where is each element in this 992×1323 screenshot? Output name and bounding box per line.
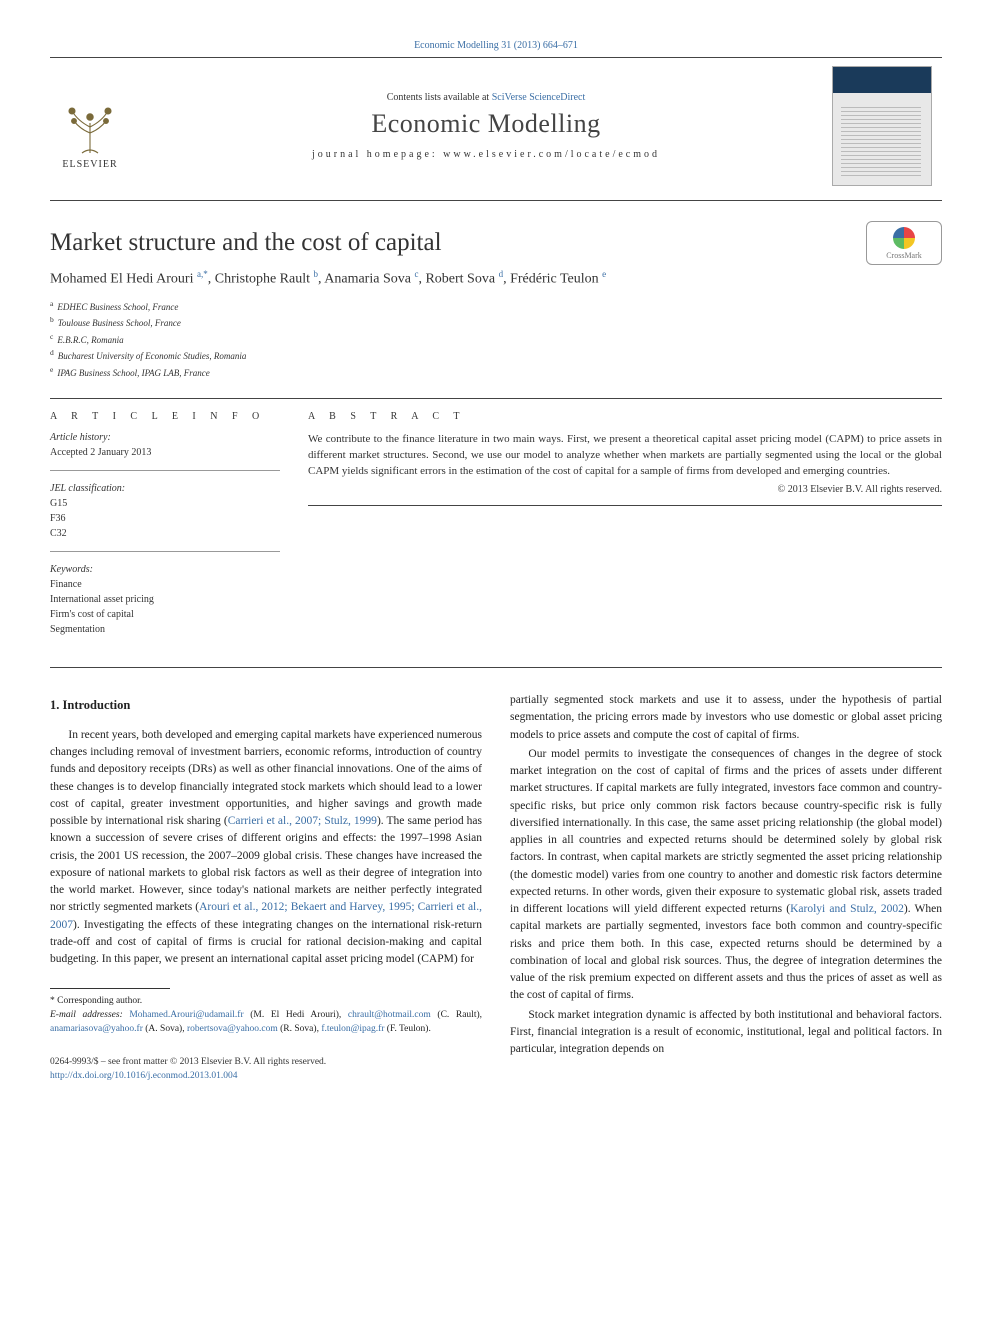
article-title-block: CrossMark Market structure and the cost … — [50, 229, 942, 380]
keyword: Firm's cost of capital — [50, 607, 280, 622]
article-meta: A R T I C L E I N F O Article history: A… — [50, 398, 942, 659]
affiliation-marker: c — [50, 332, 53, 341]
body-paragraph: partially segmented stock markets and us… — [510, 692, 942, 744]
affiliation-line: bToulouse Business School, France — [50, 314, 942, 331]
abstract-column: A B S T R A C T We contribute to the fin… — [308, 411, 942, 659]
affiliation-marker: b — [50, 315, 54, 324]
author-marker: a,* — [197, 269, 208, 279]
affiliations: aEDHEC Business School, FrancebToulouse … — [50, 298, 942, 381]
author-name: Anamaria Sova — [324, 272, 414, 287]
body-text: ). The same period has known a successio… — [50, 815, 482, 913]
jel-heading: JEL classification: — [50, 483, 280, 494]
article-body: 1. Introduction In recent years, both de… — [50, 692, 942, 1083]
affiliation-marker: e — [50, 365, 53, 374]
affiliation-marker: a — [50, 299, 53, 308]
abstract-label: A B S T R A C T — [308, 411, 942, 422]
journal-header: ELSEVIER Contents lists available at Sci… — [50, 57, 942, 201]
affiliation-line: cE.B.R.C, Romania — [50, 331, 942, 348]
body-text: ). When capital markets are partially se… — [510, 903, 942, 1001]
body-paragraph: Our model permits to investigate the con… — [510, 746, 942, 1005]
article-history: Article history: Accepted 2 January 2013 — [50, 432, 280, 471]
jel-code: C32 — [50, 526, 280, 541]
body-paragraph: Stock market integration dynamic is affe… — [510, 1007, 942, 1059]
authors-line: Mohamed El Hedi Arouri a,*, Christophe R… — [50, 269, 942, 288]
keyword: International asset pricing — [50, 592, 280, 607]
crossmark-icon — [893, 227, 915, 249]
abstract-rule — [308, 505, 942, 506]
keywords-heading: Keywords: — [50, 564, 280, 575]
keyword: Segmentation — [50, 622, 280, 637]
keyword: Finance — [50, 577, 280, 592]
contents-prefix: Contents lists available at — [387, 92, 492, 103]
body-paragraph: In recent years, both developed and emer… — [50, 727, 482, 969]
footer-block: 0264-9993/$ – see front matter © 2013 El… — [50, 1055, 482, 1084]
jel-code: F36 — [50, 511, 280, 526]
footnote-rule — [50, 988, 170, 989]
affiliation-line: eIPAG Business School, IPAG LAB, France — [50, 364, 942, 381]
journal-header-center: Contents lists available at SciVerse Sci… — [156, 92, 816, 160]
journal-cover-thumb — [832, 66, 932, 186]
elsevier-tree-icon — [58, 93, 122, 157]
body-text: Our model permits to investigate the con… — [510, 748, 942, 915]
history-heading: Article history: — [50, 432, 280, 443]
crossmark-badge[interactable]: CrossMark — [866, 221, 942, 265]
publisher-name: ELSEVIER — [62, 159, 117, 170]
author-marker: c — [414, 269, 418, 279]
email-addresses: E-mail addresses: Mohamed.Arouri@udamail… — [50, 1009, 482, 1037]
journal-citation-link[interactable]: Economic Modelling 31 (2013) 664–671 — [414, 40, 578, 51]
publisher-logo: ELSEVIER — [50, 82, 130, 170]
front-matter-line: 0264-9993/$ – see front matter © 2013 El… — [50, 1055, 482, 1069]
journal-homepage: journal homepage: www.elsevier.com/locat… — [156, 149, 816, 160]
abstract-text: We contribute to the finance literature … — [308, 432, 942, 480]
history-line: Accepted 2 January 2013 — [50, 445, 280, 460]
contents-lists-line: Contents lists available at SciVerse Sci… — [156, 92, 816, 103]
journal-citation: Economic Modelling 31 (2013) 664–671 — [50, 40, 942, 51]
citation-link[interactable]: Karolyi and Stulz, 2002 — [790, 903, 904, 915]
crossmark-label: CrossMark — [886, 251, 922, 260]
citation-link[interactable]: Carrieri et al., 2007; Stulz, 1999 — [228, 815, 377, 827]
jel-code: G15 — [50, 496, 280, 511]
author-name: Christophe Rault — [215, 272, 314, 287]
article-info-label: A R T I C L E I N F O — [50, 411, 280, 422]
journal-title: Economic Modelling — [156, 109, 816, 139]
author-name: Frédéric Teulon — [510, 272, 602, 287]
author-marker: b — [314, 269, 319, 279]
affiliation-line: dBucharest University of Economic Studie… — [50, 347, 942, 364]
email-link[interactable]: anamariasova@yahoo.fr — [50, 1024, 143, 1034]
footnotes: * Corresponding author. E-mail addresses… — [50, 995, 482, 1036]
doi-link[interactable]: http://dx.doi.org/10.1016/j.econmod.2013… — [50, 1071, 237, 1081]
meta-bottom-rule — [50, 667, 942, 668]
keywords-block: Keywords: FinanceInternational asset pri… — [50, 564, 280, 647]
affiliation-marker: d — [50, 348, 54, 357]
email-link[interactable]: chrault@hotmail.com — [348, 1010, 431, 1020]
author-name: Mohamed El Hedi Arouri — [50, 272, 197, 287]
abstract-copyright: © 2013 Elsevier B.V. All rights reserved… — [308, 484, 942, 495]
emails-label: E-mail addresses: — [50, 1010, 129, 1020]
affiliation-line: aEDHEC Business School, France — [50, 298, 942, 315]
author-marker: e — [602, 269, 606, 279]
corresponding-author-note: * Corresponding author. — [50, 995, 482, 1009]
body-text: ). Investigating the effects of these in… — [50, 919, 482, 966]
article-info-column: A R T I C L E I N F O Article history: A… — [50, 411, 280, 659]
left-column-footer: * Corresponding author. E-mail addresses… — [50, 988, 482, 1083]
author-name: Robert Sova — [425, 272, 498, 287]
email-link[interactable]: f.teulon@ipag.fr — [321, 1024, 384, 1034]
author-marker: d — [499, 269, 504, 279]
article-title: Market structure and the cost of capital — [50, 229, 942, 257]
body-text: In recent years, both developed and emer… — [50, 729, 482, 827]
email-link[interactable]: Mohamed.Arouri@udamail.fr — [129, 1010, 243, 1020]
section-heading-intro: 1. Introduction — [50, 696, 482, 715]
email-link[interactable]: robertsova@yahoo.com — [187, 1024, 278, 1034]
jel-block: JEL classification: G15F36C32 — [50, 483, 280, 552]
sciencedirect-link[interactable]: SciVerse ScienceDirect — [492, 92, 586, 103]
